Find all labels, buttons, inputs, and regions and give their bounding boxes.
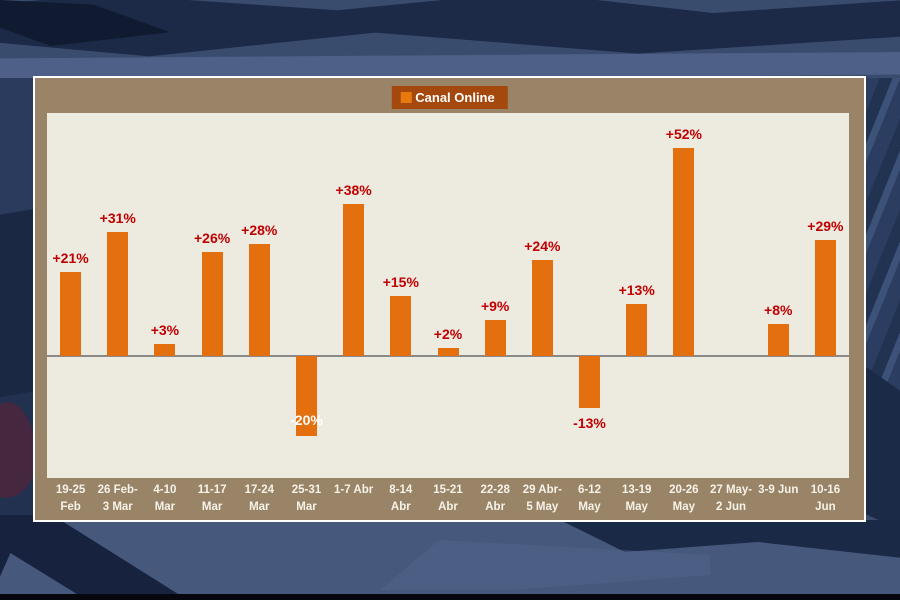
x-tick-label-6-12 May: 6-12 May bbox=[578, 484, 602, 513]
bar-13-19 May bbox=[626, 304, 648, 356]
bar-label-15-21 Abr: +2% bbox=[433, 326, 463, 342]
bar-8-14 Abr bbox=[390, 296, 412, 356]
x-tick-label-13-19 May: 13-19 May bbox=[621, 484, 652, 513]
bar-11-17 Mar bbox=[201, 252, 223, 356]
bar-10-16 Jun bbox=[814, 240, 836, 356]
x-tick-label-4-10 Mar: 4-10 Mar bbox=[153, 484, 177, 513]
x-tick-label-19-25 Feb: 19-25 Feb bbox=[55, 484, 86, 513]
bar-label-11-17 Mar: +26% bbox=[194, 230, 231, 246]
bar-label-25-31 Mar: -20% bbox=[290, 412, 323, 428]
bar-label-8-14 Abr: +15% bbox=[382, 274, 419, 290]
bar-1-7 Abr bbox=[343, 204, 365, 356]
x-axis-line bbox=[47, 355, 849, 357]
bar-26 Feb-3 Mar bbox=[107, 232, 129, 356]
bar-label-19-25 Feb: +21% bbox=[52, 250, 89, 266]
bar-label-29 Abr-5 May: +24% bbox=[524, 238, 561, 254]
chart-panel: Canal Online +21% +31% +3% +26% +28% -20% +38%… bbox=[33, 76, 866, 522]
bar-29 Abr-5 May bbox=[531, 260, 553, 356]
bar-3-9 Jun bbox=[767, 324, 789, 356]
x-tick-label-29 Abr-5 May: 29 Abr- 5 May bbox=[522, 484, 562, 513]
x-tick-label-10-16 Jun: 10-16 Jun bbox=[810, 484, 841, 513]
bar-label-6-12 May: -13% bbox=[573, 415, 606, 431]
x-tick-label-20-26 May: 20-26 May bbox=[669, 484, 699, 513]
bar-label-13-19 May: +13% bbox=[618, 282, 655, 298]
bar-label-10-16 Jun: +29% bbox=[807, 218, 844, 234]
bar-19-25 Feb bbox=[60, 272, 82, 356]
bar-label-17-24 Mar: +28% bbox=[241, 222, 278, 238]
background-shape bbox=[0, 594, 900, 600]
x-tick-label-11-17 Mar: 11-17 Mar bbox=[197, 484, 227, 513]
x-tick-label-8-14 Abr: 8-14 Abr bbox=[389, 484, 413, 513]
x-axis-labels: 19-25 Feb 26 Feb- 3 Mar 4-10 Mar 11-17 Mar 1… bbox=[47, 482, 849, 520]
bar-6-12 May bbox=[579, 356, 601, 408]
x-tick-label-25-31 Mar: 25-31 Mar bbox=[291, 484, 322, 513]
bar-22-28 Abr bbox=[484, 320, 506, 356]
x-tick-label-26 Feb-3 Mar: 26 Feb- 3 Mar bbox=[97, 484, 138, 513]
bar-label-3-9 Jun: +8% bbox=[764, 302, 793, 318]
chart-legend: Canal Online bbox=[391, 86, 508, 109]
bar-25-31 Mar bbox=[295, 356, 317, 436]
bar-label-4-10 Mar: +3% bbox=[150, 322, 180, 338]
x-tick-label-15-21 Abr: 15-21 Abr bbox=[433, 484, 463, 513]
plot-area: +21% +31% +3% +26% +28% -20% +38% +15% +2% +9% +24… bbox=[47, 113, 849, 478]
legend-swatch-icon bbox=[400, 92, 412, 103]
bar-label-22-28 Abr: +9% bbox=[480, 298, 510, 314]
bar-label-1-7 Abr: +38% bbox=[335, 182, 372, 198]
bar-label-20-26 May: +52% bbox=[665, 126, 702, 142]
x-tick-label-27 May-2 Jun: 27 May- 2 Jun bbox=[709, 484, 753, 513]
bar-17-24 Mar bbox=[248, 244, 270, 356]
bar-15-21 Abr bbox=[437, 348, 459, 356]
bar-4-10 Mar bbox=[154, 344, 176, 356]
bar-20-26 May bbox=[673, 148, 695, 356]
legend-label: Canal Online bbox=[415, 90, 495, 105]
x-tick-label-22-28 Abr: 22-28 Abr bbox=[480, 484, 510, 513]
bar-label-26 Feb-3 Mar: +31% bbox=[99, 210, 136, 226]
x-tick-label-17-24 Mar: 17-24 Mar bbox=[244, 484, 274, 513]
x-tick-label-3-9 Jun: 3-9 Jun bbox=[758, 484, 799, 496]
x-tick-label-1-7 Abr: 1-7 Abr bbox=[334, 484, 374, 496]
